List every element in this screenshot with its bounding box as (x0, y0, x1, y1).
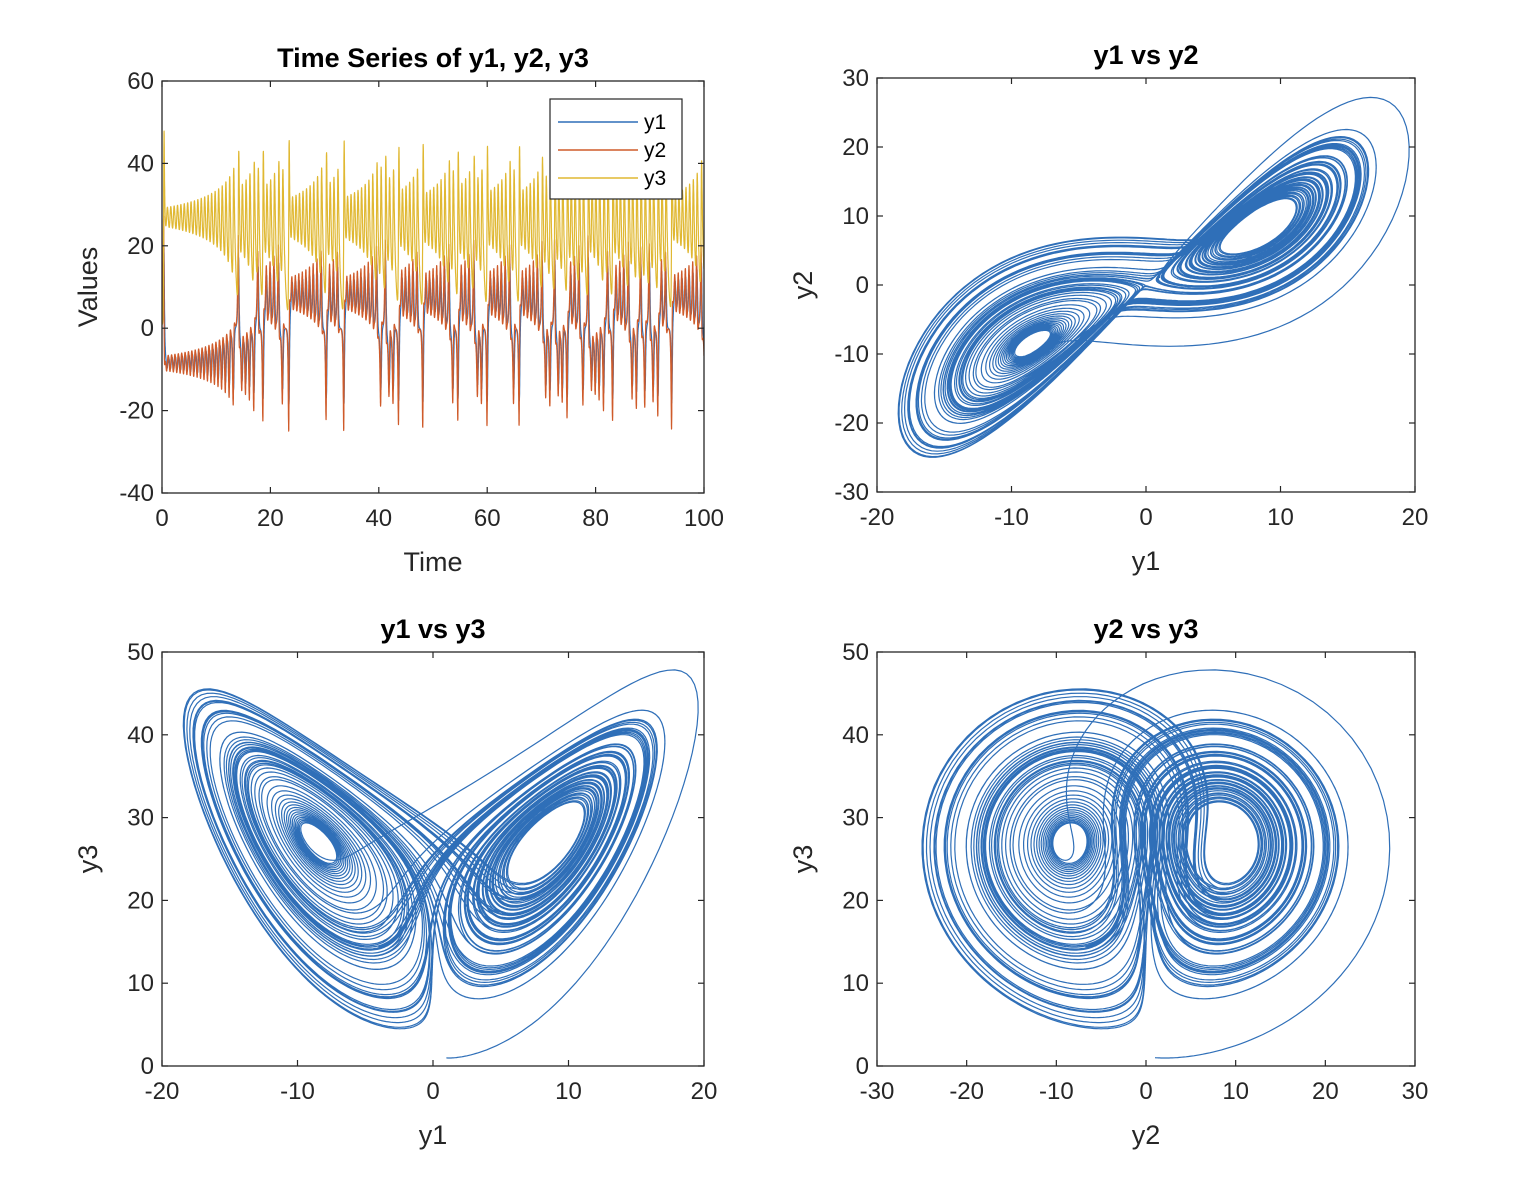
legend-label-y3: y3 (644, 167, 666, 190)
y-tick-label: 0 (141, 1053, 154, 1080)
x-tick-label: 20 (1312, 1078, 1339, 1105)
y-tick-label: 60 (127, 68, 154, 95)
series-line-trajectory (182, 669, 699, 1059)
x-axis-label: y2 (1132, 1120, 1161, 1150)
y-tick-label: 50 (842, 639, 869, 666)
x-tick-label: -20 (949, 1078, 984, 1105)
y-tick-label: 50 (127, 639, 154, 666)
y-tick-label: 40 (842, 722, 869, 749)
x-tick-label: 20 (691, 1078, 718, 1105)
legend-label-y2: y2 (644, 139, 666, 162)
x-tick-label: -10 (280, 1078, 315, 1105)
x-axis-label: Time (404, 547, 463, 577)
y-tick-label: 10 (842, 970, 869, 997)
chart-title: y1 vs y2 (1093, 40, 1198, 70)
subplot-1: 0 20 40 60 80 100 -40 -20 0 20 40 60 Time Series of … (73, 43, 724, 577)
y-tick-label: 20 (127, 233, 154, 260)
y-tick-label: 20 (842, 887, 869, 914)
x-tick-label: 10 (1222, 1078, 1249, 1105)
x-tick-label: 0 (426, 1078, 439, 1105)
x-tick-label: -10 (994, 504, 1029, 531)
y-tick-label: 20 (127, 887, 154, 914)
y-tick-label: -20 (119, 398, 154, 425)
x-tick-label: 20 (257, 505, 284, 532)
x-tick-label: 30 (1402, 1078, 1429, 1105)
y-tick-label: 40 (127, 722, 154, 749)
series-line-trajectory (897, 96, 1410, 458)
y-tick-label: -10 (834, 341, 869, 368)
x-tick-label: 0 (1139, 504, 1152, 531)
y-tick-label: 40 (127, 150, 154, 177)
x-tick-label: -10 (1039, 1078, 1074, 1105)
x-tick-label: 80 (582, 505, 609, 532)
subplot-3: -20 -10 0 10 20 0 10 20 30 40 50 y1 vs y3 y1 y3 (73, 614, 717, 1150)
legend-label-y1: y1 (644, 111, 666, 134)
x-tick-label: 0 (1139, 1078, 1152, 1105)
y-tick-label: 30 (842, 65, 869, 92)
y-tick-label: 0 (856, 272, 869, 299)
y-tick-label: 0 (141, 315, 154, 342)
x-axis-label: y1 (1132, 546, 1161, 576)
y-tick-label: 10 (127, 970, 154, 997)
y-axis-label: Values (73, 247, 103, 328)
chart-title: y1 vs y3 (380, 614, 485, 644)
x-tick-label: -20 (860, 504, 895, 531)
chart-title: Time Series of y1, y2, y3 (277, 43, 589, 73)
x-tick-label: 60 (474, 505, 501, 532)
x-axis-label: y1 (419, 1120, 448, 1150)
legend-box (549, 98, 683, 200)
x-tick-label: 10 (1267, 504, 1294, 531)
x-tick-label: 20 (1402, 504, 1429, 531)
x-tick-label: -20 (145, 1078, 180, 1105)
y-tick-label: 30 (127, 805, 154, 832)
y-tick-label: 20 (842, 134, 869, 161)
chart-title: y2 vs y3 (1093, 614, 1198, 644)
y-axis-label: y3 (788, 845, 818, 874)
y-axis-label: y2 (788, 271, 818, 300)
axes-box (161, 80, 705, 494)
y-tick-label: 0 (856, 1053, 869, 1080)
x-tick-label: 40 (365, 505, 392, 532)
y-tick-label: -30 (834, 479, 869, 506)
x-tick-label: 10 (555, 1078, 582, 1105)
y-tick-label: 10 (842, 203, 869, 230)
x-tick-label: 100 (684, 505, 724, 532)
y-tick-label: -40 (119, 480, 154, 507)
series-line-y2 (162, 215, 704, 432)
y-axis-label: y3 (73, 845, 103, 874)
series-line-trajectory (921, 669, 1391, 1059)
legend: y1 y2 y3 (549, 98, 683, 200)
y-tick-label: 30 (842, 805, 869, 832)
y-tick-label: -20 (834, 410, 869, 437)
subplot-4: -30 -20 -10 0 10 20 30 0 10 20 30 40 50 y2 vs y3 y2 y3 (788, 614, 1428, 1150)
x-tick-label: 0 (155, 505, 168, 532)
x-tick-label: -30 (860, 1078, 895, 1105)
